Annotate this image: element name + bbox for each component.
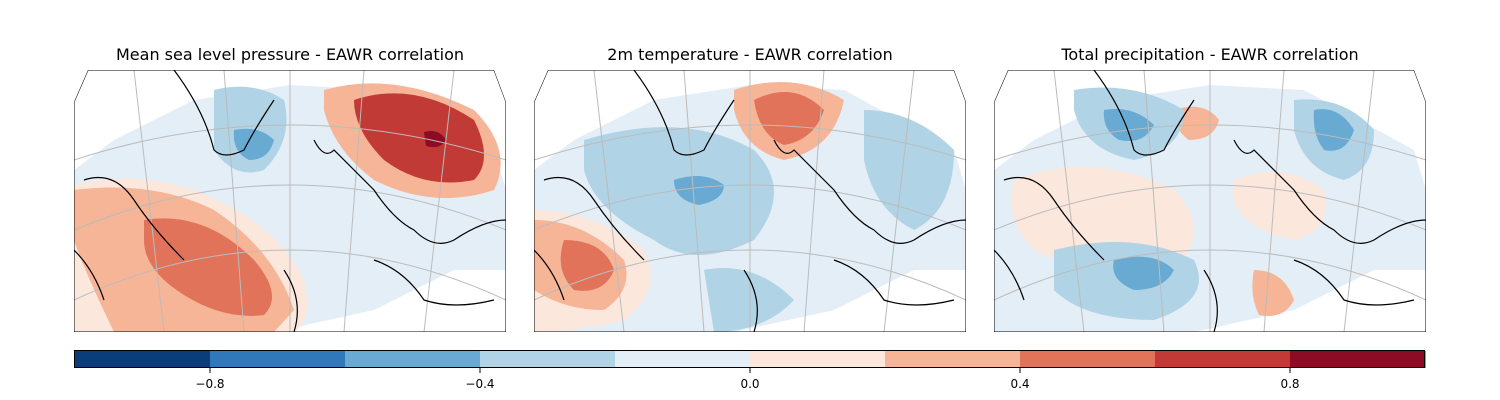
colorbar-tick-label: 0.4: [1010, 377, 1029, 391]
colorbar-swatch: [345, 351, 481, 368]
map-t2m: [534, 70, 966, 332]
colorbar-tick-label: 0.8: [1280, 377, 1299, 391]
coastline: [534, 70, 966, 332]
contour-neg-south: [704, 268, 794, 332]
gridline: [1053, 70, 1375, 332]
contour-neg-mid: [233, 128, 274, 160]
colorbar-swatch: [1020, 351, 1156, 368]
colorbar-swatch: [615, 351, 751, 368]
gridline: [133, 70, 455, 332]
map-tp: [994, 70, 1426, 332]
contour-ne-high: [424, 131, 446, 148]
gridline: [593, 70, 915, 332]
coastline: [994, 70, 1426, 332]
contour-neg-north-mid: [1103, 109, 1154, 141]
colorbar-tick-label: −0.4: [465, 377, 494, 391]
contour-pos-mid: [1252, 270, 1294, 316]
colorbar-swatch: [1290, 351, 1426, 368]
contour-pos-high: [560, 240, 614, 291]
contour-pos-mid: [1174, 106, 1219, 140]
panel-title: Total precipitation - EAWR correlation: [1061, 45, 1359, 64]
panel-title: Mean sea level pressure - EAWR correlati…: [116, 45, 464, 64]
colorbar-swatches: [75, 351, 1426, 368]
colorbar-swatch: [750, 351, 886, 368]
coastline: [74, 70, 506, 332]
contour-pos-high: [144, 218, 272, 316]
colorbar-swatch: [210, 351, 346, 368]
colorbar-swatch: [480, 351, 616, 368]
contour-neg-mid: [674, 176, 724, 205]
panel-title: 2m temperature - EAWR correlation: [607, 45, 893, 64]
contour-neg-east-mid: [1313, 109, 1354, 151]
panel-mslp: Mean sea level pressure - EAWR correlati…: [74, 45, 506, 332]
colorbar-ticks: −0.8 −0.4 0.0 0.4 0.8: [195, 368, 1300, 391]
colorbar-tick-label: 0.0: [740, 377, 759, 391]
contour-neg-east: [864, 110, 954, 230]
colorbar-tick-label: −0.8: [195, 377, 224, 391]
colorbar-swatch: [75, 351, 211, 368]
map-mslp: [74, 70, 506, 332]
colorbar-frame: [74, 350, 1425, 368]
colorbar: −0.8 −0.4 0.0 0.4 0.8: [74, 350, 1426, 391]
contour-north-mid: [754, 92, 824, 145]
panel-tp: Total precipitation - EAWR correlation: [994, 45, 1426, 332]
colorbar-swatch: [1155, 351, 1291, 368]
panel-t2m: 2m temperature - EAWR correlation: [534, 45, 966, 332]
colorbar-swatch: [885, 351, 1021, 368]
contour-pos-low: [1234, 172, 1326, 240]
